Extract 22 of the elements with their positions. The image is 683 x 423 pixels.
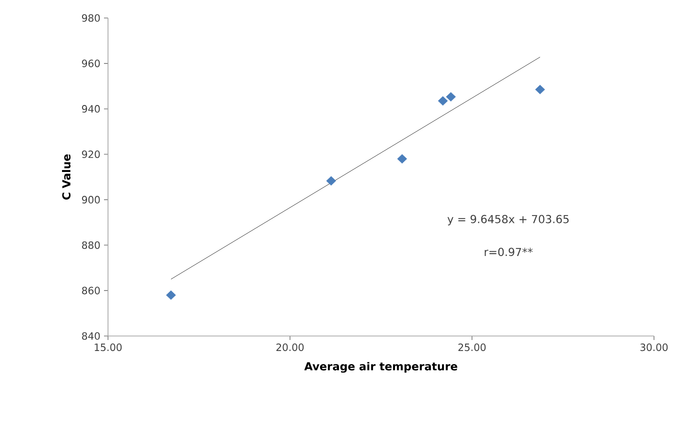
x-tick-label: 30.00 bbox=[640, 344, 668, 352]
x-tick-label: 20.00 bbox=[276, 344, 304, 352]
point bbox=[326, 176, 336, 186]
y-tick-label: 860 bbox=[82, 286, 100, 294]
x-tick-label: 15.00 bbox=[94, 344, 122, 352]
y-tick-label: 880 bbox=[82, 241, 100, 249]
point bbox=[535, 84, 545, 94]
point bbox=[446, 92, 456, 102]
x-axis-title: Average air temperature bbox=[304, 362, 458, 373]
annotation: y = 9.6458x + 703.65 bbox=[448, 214, 569, 226]
y-tick-label: 900 bbox=[82, 196, 100, 204]
y-tick-label: 960 bbox=[82, 60, 100, 68]
point bbox=[438, 96, 448, 106]
point bbox=[397, 154, 408, 164]
point bbox=[166, 290, 176, 300]
y-tick-label: 920 bbox=[82, 150, 100, 158]
x-tick-label: 25.00 bbox=[458, 344, 486, 352]
y-axis-title: C Value bbox=[62, 154, 71, 200]
annotation: r=0.97** bbox=[484, 248, 533, 256]
y-tick-label: 840 bbox=[82, 332, 100, 340]
y-tick-label: 940 bbox=[82, 105, 100, 113]
y-tick-label: 980 bbox=[82, 14, 100, 22]
